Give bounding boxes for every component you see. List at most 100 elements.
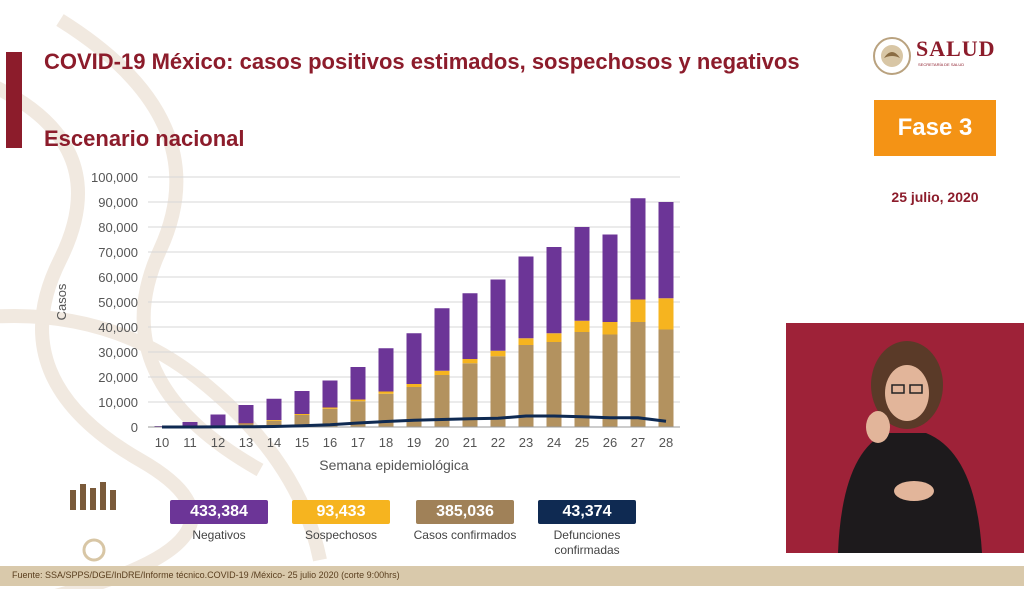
x-tick-label: 18 — [379, 435, 393, 450]
stat-sospechosos-value: 93,433 — [292, 500, 390, 524]
stat-negativos-value: 433,384 — [170, 500, 268, 524]
logo-subtext: SECRETARÍA DE SALUD — [918, 62, 965, 67]
bar-sospechosos — [434, 370, 450, 375]
bar-sospechosos — [266, 420, 282, 421]
x-tick-label: 15 — [295, 435, 309, 450]
government-emblem-icon — [70, 482, 116, 562]
y-tick-label: 10,000 — [98, 395, 138, 410]
bar-casos-confirmados — [546, 342, 562, 427]
bar-negativos — [574, 227, 590, 321]
bar-sospechosos — [350, 399, 366, 402]
bar-casos-confirmados — [406, 387, 422, 427]
x-tick-label: 17 — [351, 435, 365, 450]
x-axis-label: Semana epidemiológica — [319, 457, 469, 473]
bar-negativos — [434, 308, 450, 371]
bar-sospechosos — [322, 407, 338, 409]
bar-negativos — [266, 398, 282, 420]
x-tick-label: 25 — [575, 435, 589, 450]
bar-sospechosos — [238, 423, 254, 424]
stat-defunciones-value: 43,374 — [538, 500, 636, 524]
page-title: COVID-19 México: casos positivos estimad… — [44, 49, 800, 74]
stat-confirmados-value: 385,036 — [416, 500, 514, 524]
y-tick-label: 80,000 — [98, 220, 138, 235]
background-pattern — [0, 14, 327, 589]
bar-casos-confirmados — [266, 420, 282, 427]
bar-sospechosos — [406, 384, 422, 387]
salud-logo: SALUD SECRETARÍA DE SALUD — [872, 34, 1002, 78]
bar-casos-confirmados — [490, 356, 506, 427]
eagle-seal-icon — [873, 37, 911, 75]
x-tick-label: 28 — [659, 435, 673, 450]
x-tick-label: 22 — [491, 435, 505, 450]
bar-sospechosos — [518, 338, 534, 345]
bar-casos-confirmados — [630, 322, 646, 427]
bar-casos-confirmados — [462, 363, 478, 427]
x-tick-label: 24 — [547, 435, 561, 450]
bar-negativos — [518, 256, 534, 339]
bar-sospechosos — [546, 333, 562, 342]
interpreter-figure-icon — [838, 341, 982, 553]
footer-bar: Fuente: SSA/SPPS/DGE/InDRE/Informe técni… — [0, 566, 1024, 586]
y-tick-label: 100,000 — [91, 170, 138, 185]
x-tick-label: 26 — [603, 435, 617, 450]
stat-sospechosos-label: Sospechosos — [304, 528, 378, 542]
bar-negativos — [378, 348, 394, 392]
bar-sospechosos — [462, 359, 478, 364]
x-tick-label: 16 — [323, 435, 337, 450]
stat-negativos-label: Negativos — [192, 528, 246, 542]
bar-sospechosos — [490, 350, 506, 357]
stat-confirmados-label: Casos confirmados — [413, 528, 517, 542]
bar-negativos — [350, 367, 366, 400]
report-date: 25 julio, 2020 — [891, 189, 979, 205]
x-tick-label: 19 — [407, 435, 421, 450]
bar-negativos — [406, 333, 422, 384]
x-tick-label: 12 — [211, 435, 225, 450]
bar-sospechosos — [378, 391, 394, 394]
y-tick-label: 60,000 — [98, 270, 138, 285]
y-tick-label: 40,000 — [98, 320, 138, 335]
title-accent-bar — [6, 52, 22, 148]
bar-negativos — [658, 202, 674, 299]
bar-negativos — [602, 234, 618, 322]
bar-sospechosos — [630, 299, 646, 322]
bar-negativos — [294, 391, 310, 414]
phase-badge: Fase 3 — [874, 100, 996, 156]
bar-casos-confirmados — [350, 401, 366, 427]
stat-defunciones-label: Defunciones confirmadas — [553, 528, 621, 557]
bar-casos-confirmados — [378, 393, 394, 427]
bar-negativos — [210, 414, 226, 426]
bar-negativos — [238, 405, 254, 424]
x-tick-label: 11 — [183, 435, 197, 450]
y-tick-label: 50,000 — [98, 295, 138, 310]
cases-chart: 0 10,000 20,000 30,000 40,000 50,000 60,000 70,… — [54, 170, 680, 473]
x-tick-label: 14 — [267, 435, 281, 450]
bar-sospechosos — [574, 320, 590, 332]
sign-language-interpreter-video — [786, 323, 1024, 553]
y-tick-label: 70,000 — [98, 245, 138, 260]
bar-casos-confirmados — [518, 345, 534, 427]
y-tick-label: 30,000 — [98, 345, 138, 360]
bar-casos-confirmados — [434, 375, 450, 427]
bar-negativos — [630, 198, 646, 300]
y-tick-label: 0 — [131, 420, 138, 435]
source-note: Fuente: SSA/SPPS/DGE/InDRE/Informe técni… — [12, 570, 400, 580]
bar-negativos — [490, 279, 506, 351]
logo-text: SALUD — [916, 36, 996, 61]
bar-sospechosos — [658, 298, 674, 330]
bar-casos-confirmados — [322, 408, 338, 427]
x-tick-label: 20 — [435, 435, 449, 450]
x-tick-label: 13 — [239, 435, 253, 450]
y-tick-label: 90,000 — [98, 195, 138, 210]
bar-sospechosos — [294, 414, 310, 415]
bar-negativos — [322, 380, 338, 408]
y-axis-label: Casos — [54, 283, 69, 320]
x-tick-label: 21 — [463, 435, 477, 450]
line-defunciones-confirmadas — [161, 414, 667, 429]
x-tick-label: 27 — [631, 435, 645, 450]
bar-casos-confirmados — [294, 415, 310, 427]
page-subtitle: Escenario nacional — [44, 126, 245, 151]
bar-negativos — [182, 422, 198, 427]
bar-negativos — [462, 293, 478, 359]
x-tick-label: 23 — [519, 435, 533, 450]
